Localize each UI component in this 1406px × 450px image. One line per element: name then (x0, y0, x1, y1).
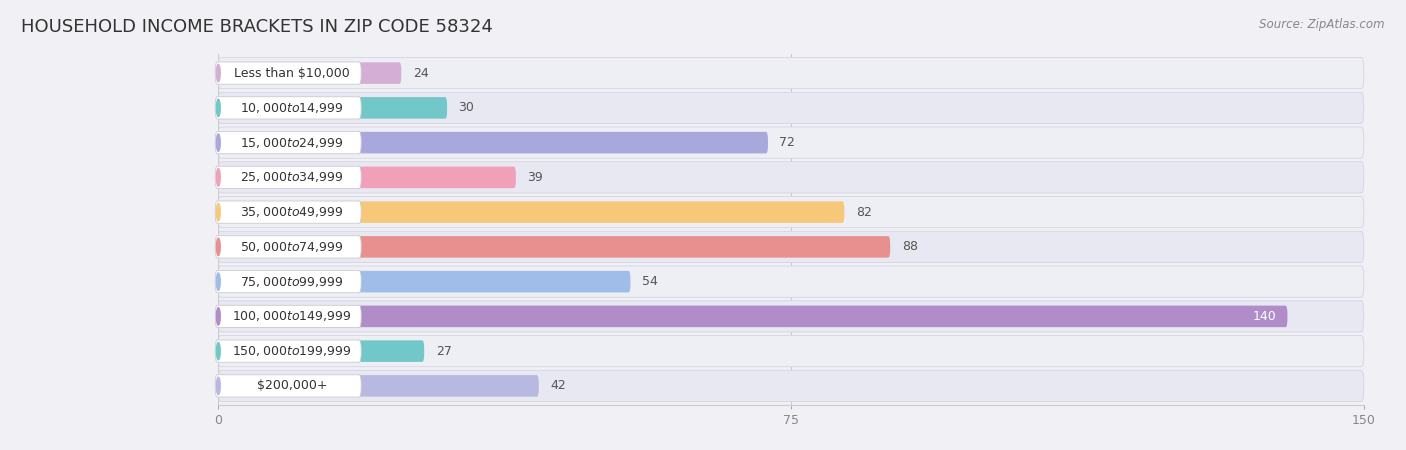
FancyBboxPatch shape (218, 370, 1364, 401)
FancyBboxPatch shape (215, 375, 361, 397)
Circle shape (217, 169, 221, 186)
FancyBboxPatch shape (215, 236, 361, 258)
FancyBboxPatch shape (218, 197, 1364, 228)
Text: $15,000 to $24,999: $15,000 to $24,999 (240, 135, 344, 149)
FancyBboxPatch shape (218, 162, 1364, 193)
FancyBboxPatch shape (218, 340, 425, 362)
FancyBboxPatch shape (218, 132, 768, 153)
Text: $75,000 to $99,999: $75,000 to $99,999 (240, 274, 344, 288)
FancyBboxPatch shape (218, 266, 1364, 297)
Text: 140: 140 (1253, 310, 1277, 323)
FancyBboxPatch shape (215, 270, 361, 293)
Text: 72: 72 (779, 136, 796, 149)
Circle shape (217, 203, 221, 221)
FancyBboxPatch shape (215, 62, 361, 84)
FancyBboxPatch shape (218, 127, 1364, 158)
Text: 24: 24 (413, 67, 429, 80)
FancyBboxPatch shape (218, 271, 630, 292)
FancyBboxPatch shape (218, 97, 447, 119)
Text: $100,000 to $149,999: $100,000 to $149,999 (232, 310, 352, 324)
Circle shape (217, 308, 221, 325)
FancyBboxPatch shape (215, 166, 361, 189)
Circle shape (217, 64, 221, 82)
Text: Less than $10,000: Less than $10,000 (235, 67, 350, 80)
FancyBboxPatch shape (218, 166, 516, 188)
Text: 54: 54 (643, 275, 658, 288)
Text: 82: 82 (856, 206, 872, 219)
Circle shape (217, 134, 221, 151)
Circle shape (217, 238, 221, 256)
Text: Source: ZipAtlas.com: Source: ZipAtlas.com (1260, 18, 1385, 31)
Text: 39: 39 (527, 171, 543, 184)
FancyBboxPatch shape (215, 305, 361, 328)
FancyBboxPatch shape (218, 375, 538, 396)
FancyBboxPatch shape (218, 58, 1364, 89)
FancyBboxPatch shape (215, 131, 361, 154)
Text: $10,000 to $14,999: $10,000 to $14,999 (240, 101, 344, 115)
FancyBboxPatch shape (218, 92, 1364, 123)
Text: $200,000+: $200,000+ (257, 379, 328, 392)
Text: 30: 30 (458, 101, 474, 114)
Text: HOUSEHOLD INCOME BRACKETS IN ZIP CODE 58324: HOUSEHOLD INCOME BRACKETS IN ZIP CODE 58… (21, 18, 494, 36)
Text: 42: 42 (550, 379, 567, 392)
Circle shape (217, 99, 221, 117)
FancyBboxPatch shape (218, 63, 401, 84)
Circle shape (217, 377, 221, 395)
FancyBboxPatch shape (218, 201, 845, 223)
Text: $35,000 to $49,999: $35,000 to $49,999 (240, 205, 344, 219)
FancyBboxPatch shape (215, 201, 361, 223)
Text: $25,000 to $34,999: $25,000 to $34,999 (240, 171, 344, 184)
FancyBboxPatch shape (218, 231, 1364, 262)
FancyBboxPatch shape (215, 340, 361, 362)
Circle shape (217, 342, 221, 360)
Text: $50,000 to $74,999: $50,000 to $74,999 (240, 240, 344, 254)
FancyBboxPatch shape (215, 97, 361, 119)
FancyBboxPatch shape (218, 306, 1288, 327)
FancyBboxPatch shape (218, 236, 890, 258)
Text: 88: 88 (901, 240, 918, 253)
FancyBboxPatch shape (218, 301, 1364, 332)
FancyBboxPatch shape (218, 336, 1364, 367)
Text: $150,000 to $199,999: $150,000 to $199,999 (232, 344, 352, 358)
Text: 27: 27 (436, 345, 451, 358)
Circle shape (217, 273, 221, 290)
